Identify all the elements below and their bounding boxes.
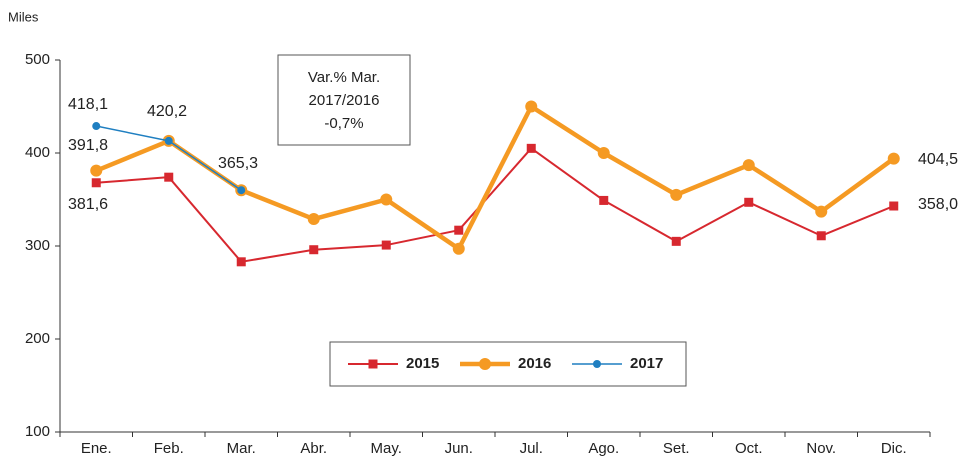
point (309, 245, 319, 255)
y-tick-label: 300 (25, 237, 50, 254)
y-tick-label: 200 (25, 330, 50, 347)
point (90, 164, 103, 177)
annotation-box (277, 54, 411, 146)
point (454, 225, 464, 235)
y-tick-label: 400 (25, 144, 50, 161)
point (452, 242, 465, 255)
x-tick-label: May. (371, 440, 402, 457)
x-tick-label: Ene. (81, 440, 112, 457)
point (525, 100, 538, 113)
legend-label: 2015 (406, 355, 439, 372)
x-tick-label: Nov. (806, 440, 836, 457)
point (526, 143, 536, 153)
x-tick-label: Jun. (445, 440, 473, 457)
box-text: -0,7% (324, 115, 363, 132)
x-tick-label: Abr. (300, 440, 327, 457)
legend-marker (479, 358, 491, 370)
data-label: 365,3 (218, 155, 258, 172)
point (887, 152, 900, 165)
data-label: 381,6 (68, 196, 108, 213)
y-axis-label: Miles (8, 9, 39, 24)
point (236, 257, 246, 267)
data-label: 358,0 (918, 196, 958, 213)
legend-marker (593, 360, 601, 368)
y-tick-label: 100 (25, 423, 50, 440)
series-line (96, 147, 895, 263)
point (815, 205, 828, 218)
point (164, 136, 173, 145)
data-label: 418,1 (68, 96, 108, 113)
point (307, 213, 320, 226)
legend-marker (368, 359, 378, 369)
x-tick-label: Oct. (735, 440, 763, 457)
legend-label: 2016 (518, 355, 551, 372)
data-label: 404,5 (918, 151, 958, 168)
data-label: 391,8 (68, 137, 108, 154)
point (670, 188, 683, 201)
point (742, 159, 755, 172)
box-text: 2017/2016 (309, 92, 380, 109)
point (671, 236, 681, 246)
point (381, 240, 391, 250)
point (92, 122, 101, 131)
point (91, 178, 101, 188)
point (599, 195, 609, 205)
point (889, 201, 899, 211)
point (380, 193, 393, 206)
point (164, 172, 174, 182)
x-tick-label: Feb. (154, 440, 184, 457)
point (597, 147, 610, 159)
legend-label: 2017 (630, 355, 663, 372)
x-tick-label: Dic. (881, 440, 907, 457)
box-text: Var.% Mar. (308, 69, 380, 86)
point (237, 186, 246, 195)
y-tick-label: 500 (25, 51, 50, 68)
data-label: 420,2 (147, 103, 187, 120)
point (816, 231, 826, 241)
point (744, 197, 754, 207)
series-line (95, 104, 896, 252)
x-tick-label: Ago. (588, 440, 619, 457)
x-tick-label: Mar. (227, 440, 256, 457)
x-tick-label: Set. (663, 440, 690, 457)
x-tick-label: Jul. (520, 440, 543, 457)
